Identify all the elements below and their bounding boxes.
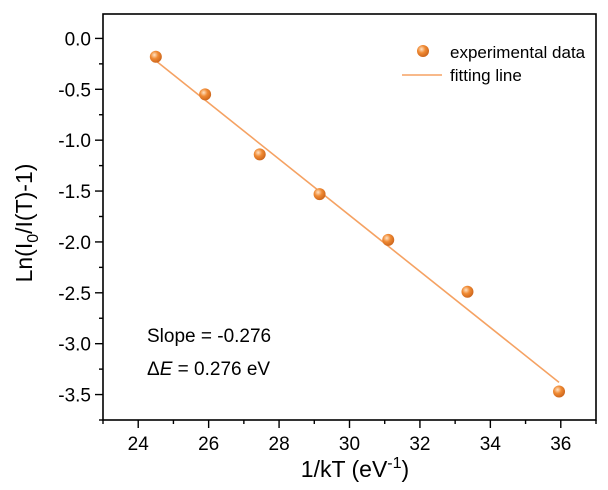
y-tick-label: -1.0: [58, 131, 91, 152]
legend-label-experimental: experimental data: [450, 43, 586, 62]
y-axis-label: Ln(I0/I(T)-1): [11, 164, 42, 283]
delta-e-annotation: ΔE = 0.276 eV: [147, 359, 270, 380]
x-tick-label: 30: [339, 434, 360, 455]
x-axis-label: 1/kT (eV-1): [301, 455, 409, 482]
fitting-line: [155, 60, 560, 383]
data-point: [253, 148, 266, 161]
y-tick-label: -3.5: [58, 386, 91, 407]
data-point: [461, 285, 474, 298]
data-point: [149, 50, 162, 63]
slope-annotation: Slope = -0.276: [147, 326, 271, 347]
data-point: [313, 188, 326, 201]
y-tick-label: -2.5: [58, 284, 91, 305]
legend-marker-experimental: [417, 45, 429, 57]
y-tick-label: -2.0: [58, 233, 91, 254]
series-layer: [149, 50, 566, 398]
y-tick-label: -3.0: [58, 335, 91, 356]
y-tick-label: -0.5: [58, 80, 91, 101]
y-tick-label: -1.5: [58, 182, 91, 203]
data-point: [553, 385, 566, 398]
legend-label-fitting: fitting line: [450, 66, 522, 85]
legend: experimental data fitting line: [402, 43, 586, 85]
x-tick-label: 24: [128, 434, 150, 455]
x-axis-ticks: 24 26 28 30 32 34 36: [102, 420, 597, 455]
x-tick-label: 36: [550, 434, 571, 455]
x-tick-label: 28: [269, 434, 290, 455]
y-tick-label: 0.0: [65, 29, 91, 50]
data-point: [382, 233, 395, 246]
y-axis-ticks: 0.0 -0.5 -1.0 -1.5 -2.0 -2.5 -3.0 -3.5: [58, 29, 103, 421]
x-tick-label: 26: [198, 434, 219, 455]
x-tick-label: 32: [409, 434, 430, 455]
data-point: [199, 88, 212, 101]
x-tick-label: 34: [480, 434, 502, 455]
